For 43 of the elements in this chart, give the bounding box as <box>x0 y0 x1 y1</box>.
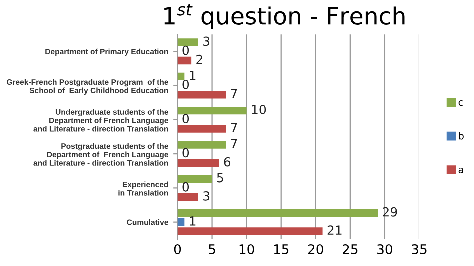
data-label: 2 <box>196 54 202 64</box>
data-label: 21 <box>328 226 342 235</box>
data-label: 10 <box>252 104 266 114</box>
x-tick-label: 35 <box>412 244 427 254</box>
x-tick-label: 15 <box>274 244 289 254</box>
x-tick-label: 30 <box>378 244 392 254</box>
bar <box>178 38 198 46</box>
bar <box>178 91 226 99</box>
legend-label: b <box>459 132 464 140</box>
data-label: 7 <box>231 89 238 98</box>
data-label: 0 <box>182 46 190 56</box>
data-label: 0 <box>182 148 190 158</box>
legend-label: a <box>458 168 464 174</box>
bar <box>178 228 323 236</box>
bar <box>178 193 198 202</box>
data-label: 1 <box>190 71 196 80</box>
x-tick-label: 0 <box>174 244 182 254</box>
x-tick-label: 5 <box>209 244 216 254</box>
data-label: 3 <box>204 36 210 46</box>
bar <box>178 209 378 218</box>
data-label: 6 <box>224 157 231 167</box>
bar <box>178 56 192 65</box>
data-label: 1 <box>190 216 196 226</box>
bar <box>178 175 212 183</box>
bar <box>178 106 247 115</box>
data-label: 7 <box>231 139 238 148</box>
bar <box>178 125 226 133</box>
chart-title: 1$^{st}$ question - French <box>164 4 405 30</box>
bar <box>178 141 226 149</box>
data-label: 0 <box>182 182 190 192</box>
data-label: 29 <box>383 207 398 217</box>
data-label: 3 <box>204 191 210 201</box>
bar <box>178 72 185 81</box>
x-tick-label: 25 <box>342 244 358 254</box>
x-tick-label: 10 <box>240 244 254 254</box>
bar <box>178 218 185 226</box>
bar <box>178 159 220 168</box>
legend-label: c <box>458 100 464 106</box>
data-label: 0 <box>182 80 190 90</box>
data-label: 7 <box>231 123 238 132</box>
data-label: 5 <box>217 173 224 183</box>
data-label: 0 <box>182 114 190 124</box>
x-tick-label: 20 <box>308 244 324 254</box>
